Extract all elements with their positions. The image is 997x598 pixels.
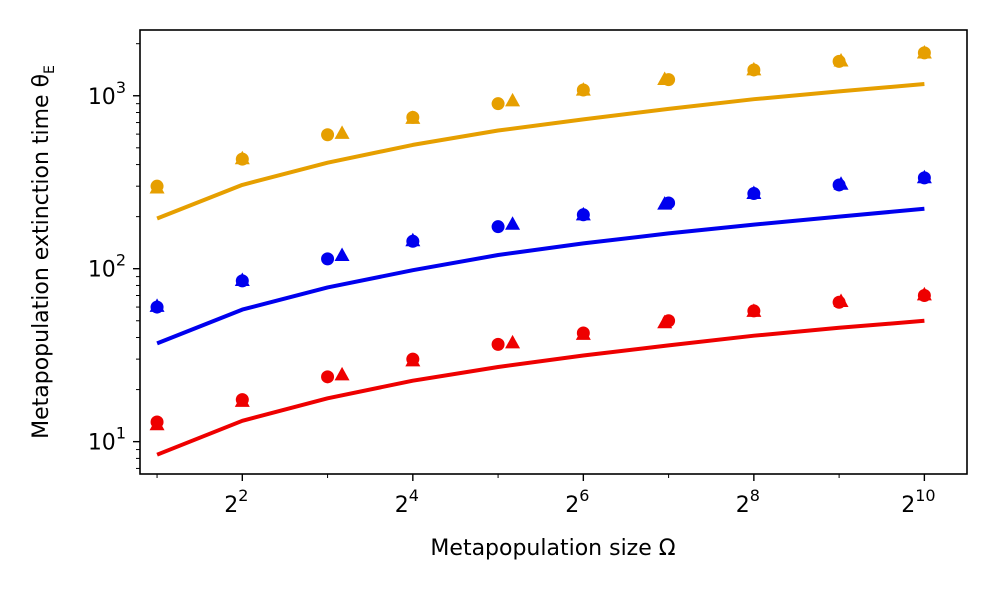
y-tick-exponent: 1 bbox=[116, 424, 126, 443]
point-triangle-orange bbox=[149, 179, 165, 194]
point-triangle-red bbox=[234, 393, 250, 407]
series-line-blue bbox=[156, 206, 925, 346]
x-tick-label: 24 bbox=[395, 486, 419, 518]
point-triangle-orange bbox=[916, 44, 932, 59]
point-triangle-red bbox=[833, 293, 849, 308]
x-tick-label: 22 bbox=[224, 486, 248, 518]
point-triangle-blue bbox=[405, 232, 421, 247]
x-tick-label: 26 bbox=[565, 486, 589, 518]
point-triangle-red bbox=[916, 286, 932, 301]
point-triangle-red bbox=[746, 303, 762, 317]
point-triangle-orange bbox=[833, 52, 849, 67]
point-circle-blue bbox=[321, 252, 335, 266]
x-axis-title: Metapopulation size Ω bbox=[430, 536, 675, 561]
y-tick-label: 103 bbox=[88, 78, 126, 110]
y-tick-base: 10 bbox=[88, 258, 116, 283]
x-axis-ticks: 22 24 26 28 210 bbox=[156, 474, 936, 518]
point-circle-blue bbox=[491, 220, 505, 234]
point-triangle-orange bbox=[405, 110, 421, 124]
series-line-red bbox=[156, 318, 925, 457]
point-triangle-blue bbox=[149, 298, 165, 312]
point-triangle-orange bbox=[334, 125, 350, 139]
x-tick-label: 210 bbox=[901, 486, 935, 518]
point-triangle-orange bbox=[657, 71, 673, 85]
y-tick-exponent: 2 bbox=[116, 251, 126, 270]
point-triangle-red bbox=[657, 314, 673, 329]
y-tick-exponent: 3 bbox=[116, 78, 126, 97]
point-triangle-blue bbox=[234, 272, 250, 287]
point-triangle-orange bbox=[234, 150, 250, 165]
point-triangle-blue bbox=[833, 176, 849, 190]
x-tick-exponent: 8 bbox=[750, 486, 760, 505]
y-axis-title-subscript: E bbox=[42, 65, 58, 74]
x-tick-exponent: 4 bbox=[409, 486, 419, 505]
point-circle-red bbox=[321, 370, 335, 384]
y-axis-title: Metapopulation extinction time θE bbox=[29, 65, 58, 439]
point-triangle-blue bbox=[334, 247, 350, 262]
y-tick-label: 102 bbox=[88, 251, 126, 283]
x-tick-base: 2 bbox=[565, 493, 579, 518]
point-triangle-red bbox=[505, 334, 521, 349]
point-triangle-blue bbox=[916, 169, 932, 184]
x-tick-label: 28 bbox=[736, 486, 760, 518]
point-triangle-orange bbox=[746, 61, 762, 76]
y-tick-base: 10 bbox=[88, 85, 116, 110]
y-tick-label: 101 bbox=[88, 424, 126, 456]
point-triangle-blue bbox=[657, 196, 673, 210]
point-triangle-blue bbox=[746, 185, 762, 199]
point-triangle-orange bbox=[505, 92, 521, 107]
x-tick-exponent: 10 bbox=[915, 486, 935, 505]
point-triangle-red bbox=[149, 416, 165, 431]
point-triangle-blue bbox=[575, 206, 591, 221]
x-tick-base: 2 bbox=[736, 493, 750, 518]
x-tick-exponent: 2 bbox=[238, 486, 248, 505]
y-axis-title-main: Metapopulation extinction time θ bbox=[29, 74, 54, 439]
x-tick-base: 2 bbox=[224, 493, 238, 518]
point-triangle-blue bbox=[505, 216, 521, 230]
point-circle-orange bbox=[491, 97, 505, 111]
series-line-orange bbox=[156, 82, 925, 221]
point-triangle-red bbox=[405, 352, 421, 367]
y-tick-base: 10 bbox=[88, 431, 116, 456]
point-triangle-red bbox=[334, 366, 350, 381]
data-marks bbox=[149, 44, 932, 457]
x-tick-base: 2 bbox=[901, 493, 915, 518]
point-circle-orange bbox=[321, 128, 335, 142]
plot-frame bbox=[139, 29, 968, 475]
x-tick-base: 2 bbox=[395, 493, 409, 518]
point-triangle-red bbox=[575, 326, 591, 340]
point-circle-red bbox=[491, 337, 505, 351]
x-tick-exponent: 6 bbox=[579, 486, 589, 505]
point-triangle-orange bbox=[575, 82, 591, 96]
